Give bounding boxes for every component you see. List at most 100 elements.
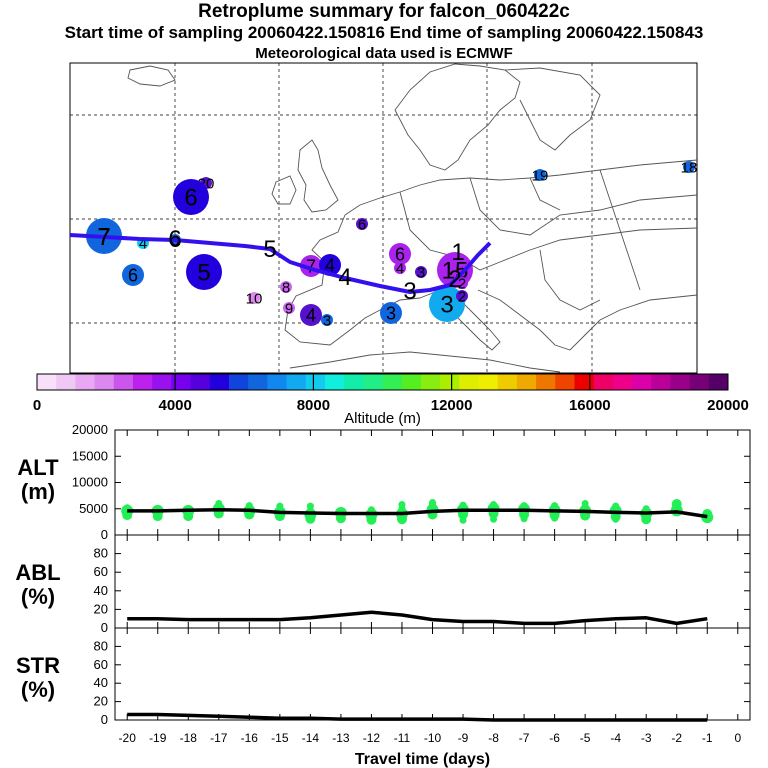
plume-label: 3 bbox=[323, 312, 331, 329]
map-grid bbox=[70, 63, 697, 373]
y-tick-label: 60 bbox=[94, 564, 108, 579]
y-tick-label: 80 bbox=[94, 546, 108, 561]
colorbar-swatch bbox=[612, 374, 633, 390]
plume-circle bbox=[456, 290, 468, 302]
altitude-marker bbox=[612, 515, 620, 523]
colorbar-swatch bbox=[171, 374, 192, 390]
y-tick-label: 15000 bbox=[72, 448, 108, 463]
x-tick-label: -6 bbox=[549, 731, 560, 745]
y-tick-label: 20 bbox=[94, 601, 108, 616]
plume-circle bbox=[429, 286, 465, 322]
altitude-marker bbox=[642, 505, 650, 513]
plume-circle bbox=[356, 218, 368, 230]
y-tick-label: 80 bbox=[94, 638, 108, 653]
altitude-marker bbox=[429, 498, 436, 506]
x-tick-label: -15 bbox=[271, 731, 289, 745]
y-tick-label: 60 bbox=[94, 657, 108, 672]
plume-circle bbox=[248, 292, 260, 304]
plume-label: 10 bbox=[246, 290, 263, 307]
plume-label: 4 bbox=[396, 260, 404, 277]
trajectory-day-label: 7 bbox=[97, 224, 110, 251]
y-tick-label: 0 bbox=[101, 712, 108, 727]
x-tick-label: -7 bbox=[519, 731, 530, 745]
plume-label: 8 bbox=[282, 279, 290, 296]
x-tick-label: -2 bbox=[671, 731, 682, 745]
altitude-marker bbox=[306, 502, 314, 510]
colorbar-swatch bbox=[574, 374, 595, 390]
x-tick-label: -10 bbox=[424, 731, 442, 745]
altitude-marker bbox=[459, 516, 467, 524]
colorbar-swatch bbox=[113, 374, 134, 390]
x-tick-label: -19 bbox=[149, 731, 167, 745]
coast-africa bbox=[289, 351, 561, 373]
coast-ireland bbox=[271, 175, 297, 205]
x-tick-label: -16 bbox=[241, 731, 259, 745]
trajectory-day-label: 5 bbox=[263, 236, 276, 263]
y-tick-label: 40 bbox=[94, 583, 108, 598]
plume-label: 2 bbox=[458, 275, 466, 292]
colorbar-swatch bbox=[56, 374, 76, 390]
colorbar-tick-label: 4000 bbox=[159, 397, 192, 414]
altitude-marker bbox=[276, 502, 284, 510]
altitude-marker bbox=[551, 502, 559, 510]
colorbar-swatch bbox=[94, 374, 115, 390]
plume-label: 4 bbox=[325, 255, 335, 275]
colorbar-swatch bbox=[670, 374, 691, 390]
series-line bbox=[127, 610, 708, 626]
y-axis-label: (%) bbox=[21, 677, 55, 702]
plume-label: 6 bbox=[358, 216, 366, 233]
colorbar-swatch bbox=[152, 374, 172, 390]
altitude-marker bbox=[520, 502, 528, 510]
y-tick-label: 40 bbox=[94, 675, 108, 690]
trajectory-day-label: 4 bbox=[338, 264, 351, 291]
colorbar-swatch bbox=[267, 374, 288, 390]
plume-label: 2 bbox=[458, 288, 466, 305]
plume-label: 19 bbox=[532, 167, 549, 184]
altitude-marker bbox=[152, 511, 163, 522]
trajectory-day-label: 6 bbox=[168, 226, 181, 253]
colorbar-tick-label: 0 bbox=[33, 397, 41, 414]
border-5 bbox=[599, 169, 641, 291]
plume-circle bbox=[683, 161, 695, 173]
plume-label: 3 bbox=[440, 291, 453, 318]
chart-title: Retroplume summary for falcon_060422c bbox=[198, 1, 570, 22]
colorbar-tick-label: 20000 bbox=[707, 397, 749, 414]
x-tick-label: -13 bbox=[332, 731, 350, 745]
altitude-marker bbox=[245, 502, 253, 510]
plume-circle bbox=[173, 179, 209, 215]
altitude-marker bbox=[398, 501, 406, 509]
coast-iberia-france bbox=[284, 214, 421, 346]
x-tick-label: -1 bbox=[702, 731, 713, 745]
trajectory-line bbox=[69, 233, 492, 294]
colorbar-swatch bbox=[401, 374, 422, 390]
colorbar-swatch bbox=[248, 374, 268, 390]
colorbar-swatch bbox=[324, 374, 345, 390]
altitude-marker bbox=[305, 513, 316, 524]
altitude-marker bbox=[459, 501, 467, 509]
colorbar-swatch bbox=[37, 374, 57, 390]
colorbar-swatch bbox=[689, 374, 710, 390]
altitude-marker bbox=[520, 515, 528, 523]
plume-label: 18 bbox=[681, 159, 698, 176]
plume-circle bbox=[321, 314, 333, 326]
x-tick-label: -9 bbox=[458, 731, 469, 745]
panel-alt: 0 5000 10000 15000 20000 ALT(m) bbox=[17, 422, 751, 542]
coast-scandinavia bbox=[394, 63, 521, 171]
x-tick-label: -3 bbox=[641, 731, 652, 745]
x-tick-label: -8 bbox=[488, 731, 499, 745]
altitude-marker bbox=[367, 506, 375, 514]
x-tick-label: -14 bbox=[302, 731, 320, 745]
border-2 bbox=[469, 177, 698, 236]
y-tick-label: 20 bbox=[94, 694, 108, 709]
altitude-marker bbox=[671, 499, 682, 510]
colorbar-swatch bbox=[286, 374, 307, 390]
colorbar-swatch bbox=[228, 374, 249, 390]
plume-label: 4 bbox=[306, 305, 316, 325]
plume-circle bbox=[415, 266, 427, 278]
altitude-marker bbox=[612, 502, 620, 510]
plume-label: 6 bbox=[184, 184, 197, 211]
